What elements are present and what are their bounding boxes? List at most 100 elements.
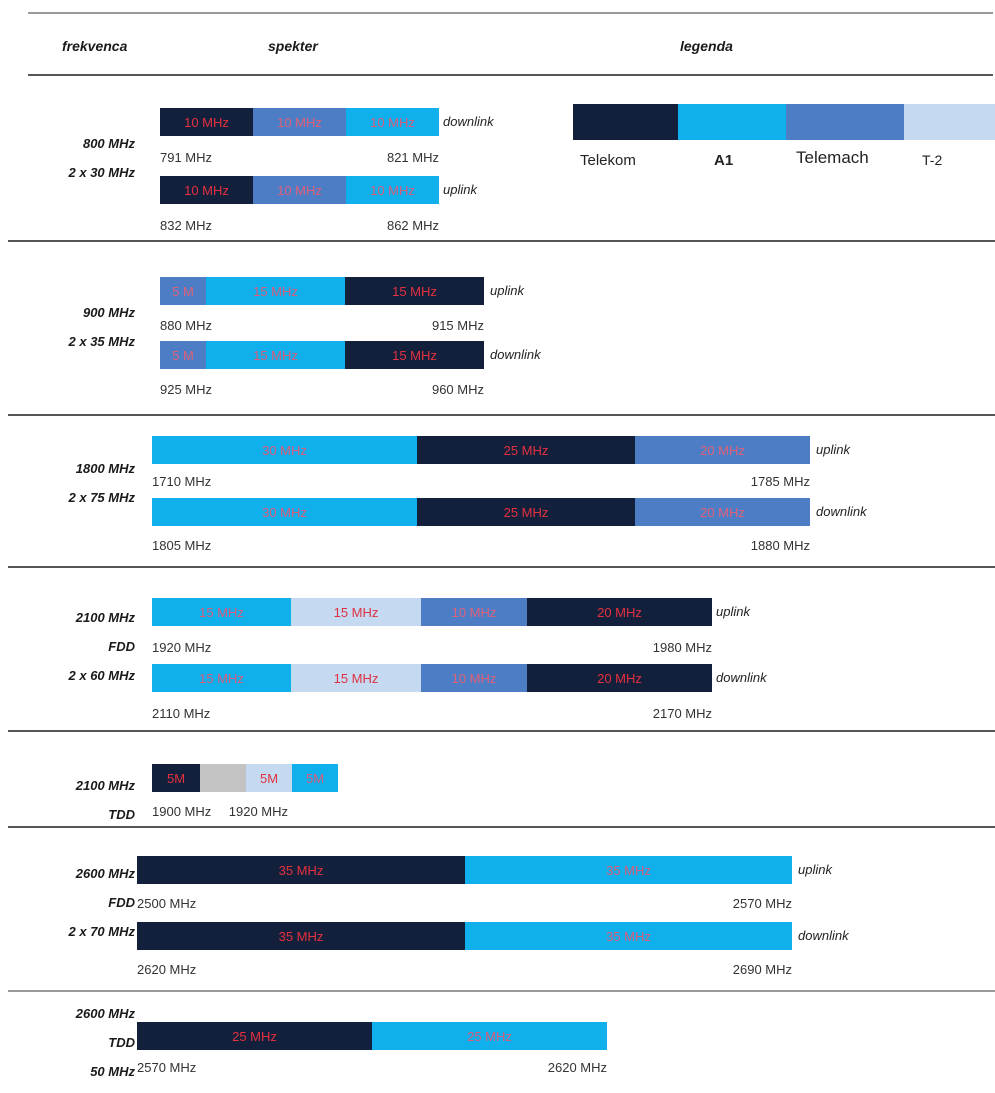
spectrum-segment: 10 MHz (253, 108, 346, 136)
end-frequency: 2690 MHz (732, 962, 792, 977)
band-divider (8, 990, 995, 992)
link-direction-label: uplink (443, 182, 477, 197)
band-label-line: 2 x 35 MHz (68, 334, 135, 349)
band-label-line: 2600 MHz (75, 866, 135, 881)
legend-swatch-telemach (786, 104, 904, 140)
spectrum-segment: 35 MHz (137, 856, 465, 884)
link-direction-label: downlink (490, 347, 541, 362)
legend-swatch-t2 (904, 104, 995, 140)
band-label-line: 2600 MHz (75, 1006, 135, 1021)
end-frequency: 915 MHz (431, 318, 484, 333)
spectrum-bar: 5 M 15 MHz 15 MHz (160, 341, 484, 369)
end-frequency: 960 MHz (431, 382, 484, 397)
end-frequency: 1920 MHz (228, 804, 288, 819)
spectrum-segment (200, 764, 246, 792)
start-frequency: 791 MHz (160, 150, 213, 165)
spectrum-bar: 10 MHz 10 MHz 10 MHz (160, 108, 439, 136)
spectrum-segment: 25 MHz (417, 436, 635, 464)
header-spekter: spekter (268, 38, 318, 54)
spectrum-segment: 10 MHz (346, 108, 439, 136)
legend-label-telekom: Telekom (580, 152, 636, 169)
spectrum-segment: 10 MHz (421, 598, 527, 626)
spectrum-segment: 5 M (160, 341, 206, 369)
legend-swatch-telekom (573, 104, 678, 140)
spectrum-segment: 5M (292, 764, 338, 792)
start-frequency: 2570 MHz (137, 1060, 197, 1075)
band-divider (8, 240, 995, 242)
header-frekvenca: frekvenca (62, 38, 128, 54)
band-label-line: TDD (108, 1035, 135, 1050)
spectrum-bar: 15 MHz 15 MHz 10 MHz 20 MHz (152, 664, 712, 692)
start-frequency: 880 MHz (160, 318, 213, 333)
band-divider (8, 826, 995, 828)
link-direction-label: downlink (716, 670, 767, 685)
link-direction-label: uplink (816, 442, 850, 457)
spectrum-bar: 5M 5M 5M (152, 764, 338, 792)
spectrum-segment: 35 MHz (465, 856, 792, 884)
legend-swatch-a1 (678, 104, 786, 140)
spectrum-bar: 35 MHz 35 MHz (137, 856, 792, 884)
start-frequency: 2110 MHz (152, 706, 211, 721)
spectrum-segment: 5 M (160, 277, 206, 305)
spectrum-segment: 15 MHz (345, 341, 484, 369)
band-label: 800 MHz 2 x 30 MHz (69, 136, 135, 194)
spectrum-segment: 20 MHz (635, 436, 810, 464)
band-label-line: 1800 MHz (75, 461, 135, 476)
band-divider (8, 414, 995, 416)
spectrum-bar: 25 MHz 25 MHz (137, 1022, 607, 1050)
spectrum-bar: 15 MHz 15 MHz 10 MHz 20 MHz (152, 598, 712, 626)
end-frequency: 1785 MHz (750, 474, 810, 489)
spectrum-bar: 30 MHz 25 MHz 20 MHz (152, 436, 810, 464)
end-frequency: 2170 MHz (652, 706, 712, 721)
spectrum-segment: 15 MHz (291, 598, 421, 626)
top-rule (28, 12, 993, 14)
spectrum-segment: 10 MHz (160, 176, 253, 204)
end-frequency: 1880 MHz (750, 538, 810, 553)
spectrum-segment: 20 MHz (527, 598, 712, 626)
start-frequency: 2500 MHz (137, 896, 197, 911)
link-direction-label: uplink (716, 604, 750, 619)
header-legenda: legenda (680, 38, 733, 54)
spectrum-segment: 10 MHz (421, 664, 527, 692)
end-frequency: 1980 MHz (652, 640, 712, 655)
spectrum-segment: 15 MHz (206, 277, 345, 305)
spectrum-segment: 15 MHz (152, 598, 291, 626)
end-frequency: 862 MHz (386, 218, 439, 233)
spectrum-segment: 15 MHz (206, 341, 345, 369)
spectrum-segment: 25 MHz (417, 498, 635, 526)
band-label-line: TDD (108, 807, 135, 822)
legend-label-telemach: Telemach (796, 148, 869, 167)
band-label-line: 2 x 70 MHz (68, 924, 135, 939)
spectrum-segment: 25 MHz (372, 1022, 607, 1050)
start-frequency: 832 MHz (160, 218, 213, 233)
start-frequency: 2620 MHz (137, 962, 197, 977)
band-label-line: 800 MHz (82, 136, 135, 151)
legend-label-a1: A1 (714, 152, 734, 169)
start-frequency: 1920 MHz (152, 640, 212, 655)
link-direction-label: uplink (490, 283, 524, 298)
end-frequency: 821 MHz (386, 150, 439, 165)
band-label: 1800 MHz 2 x 75 MHz (69, 461, 135, 519)
band-label-line: 2 x 30 MHz (68, 165, 135, 180)
legend-label-t2: T-2 (922, 152, 943, 168)
band-label: 2600 MHz TDD 50 MHz (76, 1006, 135, 1093)
band-label-line: 50 MHz (90, 1064, 135, 1079)
band-label-line: FDD (108, 639, 135, 654)
spectrum-segment: 15 MHz (152, 664, 291, 692)
start-frequency: 1900 MHz (152, 804, 212, 819)
link-direction-label: downlink (798, 928, 849, 943)
spectrum-segment: 25 MHz (137, 1022, 372, 1050)
spectrum-bar: 5 M 15 MHz 15 MHz (160, 277, 484, 305)
spectrum-segment: 30 MHz (152, 436, 417, 464)
spectrum-segment: 15 MHz (345, 277, 484, 305)
spectrum-bar: 35 MHz 35 MHz (137, 922, 792, 950)
spectrum-segment: 5M (246, 764, 292, 792)
link-direction-label: downlink (443, 114, 494, 129)
spectrum-segment: 30 MHz (152, 498, 417, 526)
band-label-line: 2 x 60 MHz (68, 668, 135, 683)
start-frequency: 1805 MHz (152, 538, 212, 553)
band-label-line: 2 x 75 MHz (68, 490, 135, 505)
spectrum-segment: 5M (152, 764, 200, 792)
spectrum-bar: 10 MHz 10 MHz 10 MHz (160, 176, 439, 204)
spectrum-segment: 35 MHz (465, 922, 792, 950)
